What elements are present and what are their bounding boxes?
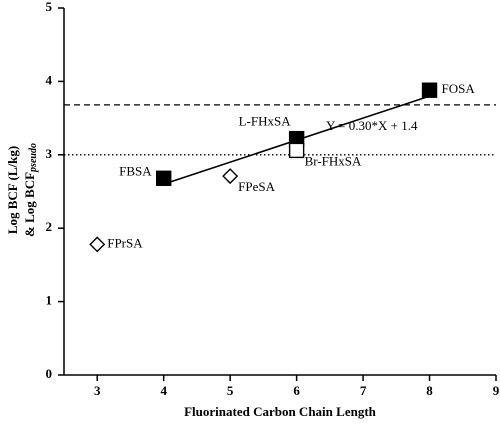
y-tick-label: 0 [46,366,53,381]
y-title-text: & Log BCF [22,172,37,237]
point-label: FPrSA [107,235,143,250]
y-title-line: Log BCF (L/kg) [5,146,20,234]
y-title-subscript: pseudo [28,143,39,173]
point [421,82,438,98]
x-tick-label: 4 [160,383,167,398]
x-tick-label: 7 [360,383,367,398]
y-tick-label: 4 [46,72,53,87]
point-label: FBSA [119,163,152,178]
x-tick-label: 9 [493,383,500,398]
point-label: Br-FHxSA [305,153,362,168]
point-label: L-FHxSA [239,114,292,129]
point-label: FPeSA [238,179,275,194]
point-label: FOSA [442,81,476,96]
x-tick-label: 3 [94,383,101,398]
y-tick-label: 1 [46,293,53,308]
y-title-line: & Log BCFpseudo [22,143,39,237]
x-axis-title: Fluorinated Carbon Chain Length [184,404,377,419]
x-tick-label: 6 [293,383,300,398]
y-tick-label: 5 [46,0,53,14]
point [89,236,106,253]
x-tick-label: 8 [426,383,433,398]
fit-label: Y = 0.30*X + 1.4 [326,118,418,133]
y-tick-label: 3 [46,146,53,161]
point [155,170,172,186]
y-axis-title: Log BCF (L/kg) & Log BCFpseudo [5,143,39,237]
point [288,142,305,159]
y-tick-label: 2 [46,219,53,234]
point [222,168,239,185]
x-tick-label: 5 [227,383,234,398]
